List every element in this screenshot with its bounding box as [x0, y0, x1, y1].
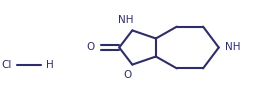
- Text: O: O: [123, 70, 132, 80]
- Text: Cl: Cl: [1, 60, 12, 70]
- Text: NH: NH: [118, 15, 134, 25]
- Text: NH: NH: [225, 42, 241, 53]
- Text: O: O: [86, 42, 94, 53]
- Text: H: H: [46, 60, 54, 70]
